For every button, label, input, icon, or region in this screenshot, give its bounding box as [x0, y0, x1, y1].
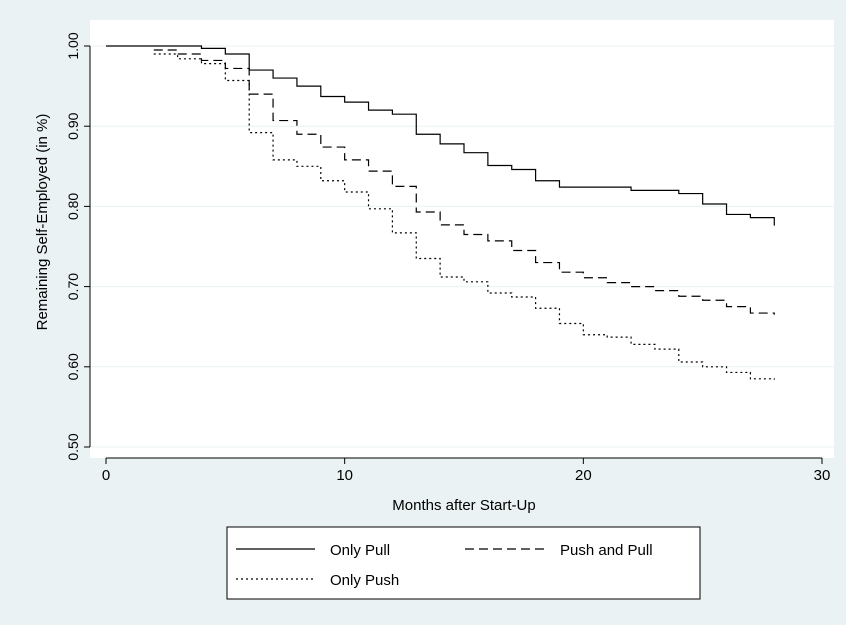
y-tick-label: 0.70 — [65, 273, 81, 300]
legend-label-only-pull: Only Pull — [330, 542, 390, 559]
axes: 0.50 0.60 0.70 0.80 0.90 1.00 0 10 20 30 — [65, 32, 830, 484]
x-tick-label: 0 — [102, 467, 110, 484]
y-tick-label: 0.90 — [65, 112, 81, 139]
plot-area — [90, 20, 834, 458]
gridlines — [90, 45, 834, 448]
y-axis-label: Remaining Self-Employed (in %) — [34, 114, 51, 331]
y-tick-label: 1.00 — [65, 32, 81, 59]
legend-box — [226, 526, 701, 600]
y-tick-label: 0.50 — [65, 433, 81, 460]
x-tick-label: 10 — [336, 467, 353, 484]
legend: Only Pull Push and Pull Only Push — [226, 526, 701, 600]
x-tick-label: 30 — [814, 467, 831, 484]
series-line-push-and-pull — [153, 49, 775, 315]
y-tick-label: 0.60 — [65, 353, 81, 380]
legend-label-only-push: Only Push — [330, 572, 399, 589]
series-lines — [106, 45, 775, 380]
x-tick-label: 20 — [575, 467, 592, 484]
series-line-only-pull — [106, 45, 775, 226]
x-axis-label: Months after Start-Up — [392, 497, 535, 514]
y-tick-label: 0.80 — [65, 193, 81, 220]
legend-label-push-and-pull: Push and Pull — [560, 542, 653, 559]
